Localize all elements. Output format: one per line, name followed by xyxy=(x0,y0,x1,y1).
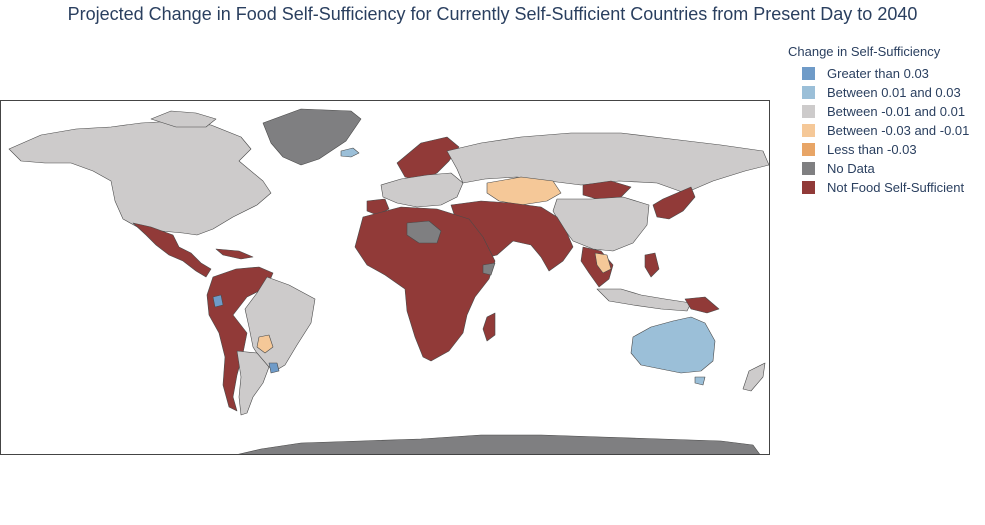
region-greenland[interactable] xyxy=(262,108,362,166)
region-ecuador[interactable] xyxy=(212,294,224,308)
region-uruguay[interactable] xyxy=(268,362,280,374)
region-antarctica[interactable] xyxy=(231,434,761,455)
region-north-america[interactable] xyxy=(8,120,272,236)
legend-label: Less than -0.03 xyxy=(827,142,917,157)
region-mongolia[interactable] xyxy=(582,180,632,200)
legend-swatch xyxy=(802,162,815,175)
region-mexico-central-america[interactable] xyxy=(132,222,212,278)
region-kazakhstan[interactable] xyxy=(486,176,562,206)
region-south-america-north[interactable] xyxy=(206,266,274,412)
legend-item-not-self-sufficient[interactable]: Not Food Self-Sufficient xyxy=(788,178,969,197)
legend-swatch xyxy=(802,86,815,99)
legend-item-between-neg003-neg001[interactable]: Between -0.03 and -0.01 xyxy=(788,121,969,140)
region-australia[interactable] xyxy=(630,316,716,374)
legend-swatch xyxy=(802,67,815,80)
map-title: Projected Change in Food Self-Sufficienc… xyxy=(67,4,918,24)
legend-label: Between -0.01 and 0.01 xyxy=(827,104,966,119)
region-caribbean[interactable] xyxy=(215,248,254,260)
legend-item-greater-than-003[interactable]: Greater than 0.03 xyxy=(788,64,969,83)
world-map-svg xyxy=(8,108,769,455)
legend-swatch xyxy=(802,124,815,137)
legend-item-no-data[interactable]: No Data xyxy=(788,159,969,178)
region-arctic-islands[interactable] xyxy=(150,110,217,128)
region-iceland[interactable] xyxy=(340,147,360,158)
legend-swatch xyxy=(802,181,815,194)
legend-item-less-than-neg003[interactable]: Less than -0.03 xyxy=(788,140,969,159)
region-somalia[interactable] xyxy=(482,262,496,276)
region-madagascar[interactable] xyxy=(482,312,496,342)
region-japan-korea[interactable] xyxy=(652,186,696,220)
region-papua-new-guinea[interactable] xyxy=(684,296,720,314)
legend-item-between-001-003[interactable]: Between 0.01 and 0.03 xyxy=(788,83,969,102)
region-new-zealand[interactable] xyxy=(742,362,766,392)
region-africa[interactable] xyxy=(354,206,496,362)
region-indonesia[interactable] xyxy=(596,288,692,312)
region-philippines[interactable] xyxy=(644,252,660,278)
region-thailand[interactable] xyxy=(594,252,612,274)
region-argentina[interactable] xyxy=(236,350,270,416)
legend-title: Change in Self-Sufficiency xyxy=(788,44,941,59)
region-libya[interactable] xyxy=(406,220,442,244)
region-central-europe[interactable] xyxy=(380,172,464,208)
legend-label: Between 0.01 and 0.03 xyxy=(827,85,961,100)
legend-label: Greater than 0.03 xyxy=(827,66,929,81)
region-paraguay[interactable] xyxy=(256,334,274,354)
region-tasmania[interactable] xyxy=(694,376,706,386)
legend-label: Between -0.03 and -0.01 xyxy=(827,123,970,138)
legend: Change in Self-Sufficiency Greater than … xyxy=(788,44,969,197)
world-map[interactable] xyxy=(0,100,770,455)
legend-swatch xyxy=(802,143,815,156)
legend-swatch xyxy=(802,105,815,118)
legend-item-between-neg001-001[interactable]: Between -0.01 and 0.01 xyxy=(788,102,969,121)
legend-label: Not Food Self-Sufficient xyxy=(827,180,965,195)
legend-label: No Data xyxy=(827,161,875,176)
